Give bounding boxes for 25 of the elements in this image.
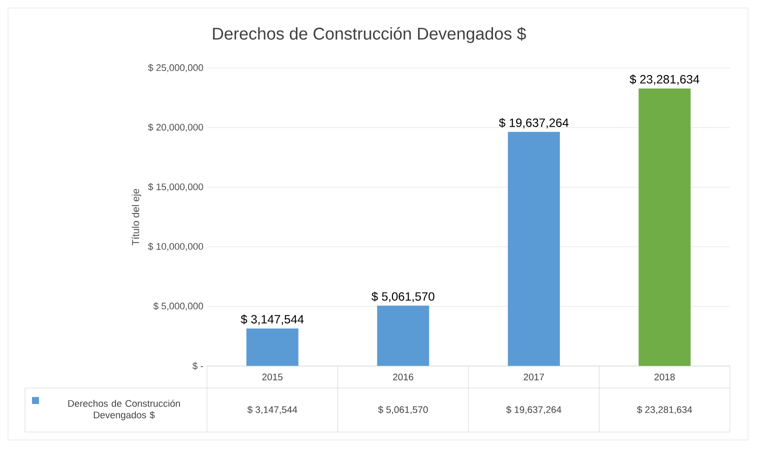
bar (508, 132, 560, 366)
x-tick-label: 2018 (654, 374, 675, 380)
text: $ 23,281,634 (630, 74, 700, 85)
y-tick-label: $ 20,000,000 (148, 123, 204, 132)
data-label: $ 23,281,634 (637, 406, 692, 414)
x-tick-label: 2017 (524, 374, 544, 380)
y-tick-label: $ 10,000,000 (148, 242, 204, 251)
data-label: $ 19,637,264 (506, 406, 562, 414)
data-label: $ 3,147,544 (247, 406, 298, 414)
text: $ 19,637,264 (498, 118, 569, 128)
text: $ 5,061,570 (372, 292, 434, 302)
y-axis-title: Título del eje (132, 188, 142, 246)
text: $ 3,147,544 (240, 314, 304, 325)
bar (246, 328, 298, 366)
x-tick-label: 2016 (393, 374, 414, 380)
y-tick-label: $ 25,000,000 (148, 64, 204, 72)
text: Derechos de Construcción Devengados $ (68, 400, 180, 420)
y-tick-label: $ - (192, 362, 204, 370)
chart-title: Derechos de Construcción Devengados $ (213, 26, 526, 44)
bar (638, 88, 691, 366)
x-tick-label: 2015 (262, 374, 283, 380)
data-label: $ 5,061,570 (378, 406, 428, 414)
bar (377, 306, 430, 366)
y-tick-label: $ 5,000,000 (153, 302, 204, 311)
y-tick-label: $ 15,000,000 (148, 183, 204, 192)
